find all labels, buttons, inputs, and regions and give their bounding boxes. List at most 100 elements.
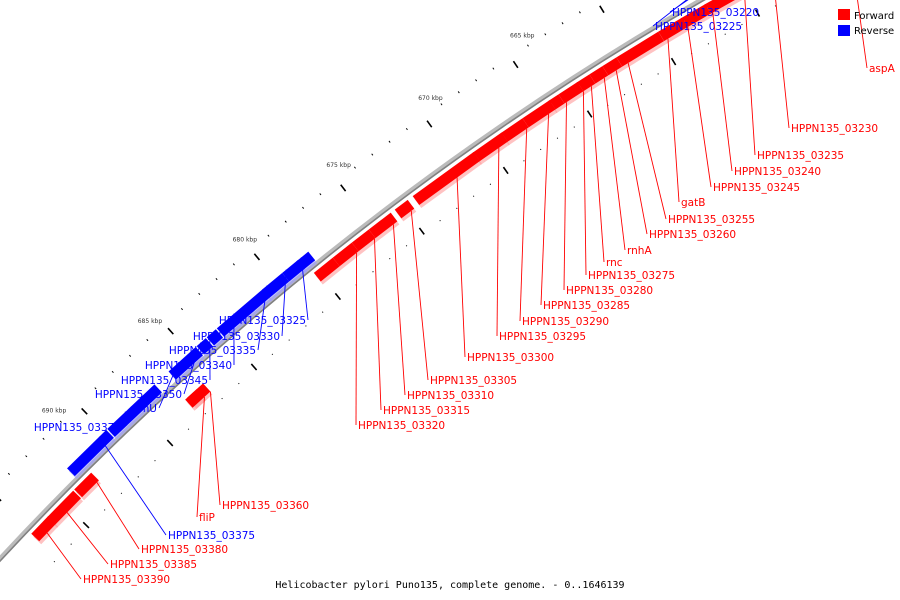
- gene-HPPN135_03390[interactable]: [31, 516, 59, 545]
- leader-line: [615, 70, 648, 235]
- gene-block[interactable]: [704, 0, 759, 15]
- label-layer: HPPN135_03220 HPPN135_03225 aspA HPPN135_03…: [34, 0, 896, 586]
- gene-block[interactable]: [47, 490, 82, 525]
- gene-block[interactable]: [107, 384, 162, 437]
- leader-line: [96, 482, 140, 550]
- leader-line: [669, 0, 689, 13]
- scale-tick-inner: [288, 339, 290, 341]
- legend-forward-label: Forward: [854, 11, 894, 22]
- gene-block[interactable]: [522, 100, 556, 128]
- gene-block[interactable]: [67, 429, 114, 477]
- scale-tick-inner: [657, 73, 659, 75]
- leader-line: [744, 0, 756, 156]
- gene-HPPN135_03285[interactable]: [500, 118, 531, 146]
- gene-HPPN135_03295[interactable]: [412, 152, 482, 208]
- leader-line: [540, 114, 550, 306]
- gene-HPPN135_03245[interactable]: [658, 17, 690, 45]
- leader-line: [652, 0, 688, 27]
- gene-block[interactable]: [313, 257, 340, 282]
- gene-label: HPPN135_03235: [757, 150, 844, 162]
- gene-block[interactable]: [368, 212, 398, 239]
- gene-block[interactable]: [168, 346, 204, 380]
- gene-HPPN135_03385[interactable]: [47, 490, 84, 528]
- gene-label: fliP: [199, 512, 215, 524]
- gene-HPPN135_03375[interactable]: [67, 429, 116, 480]
- gene-label: HPPN135_03360: [222, 500, 309, 512]
- gene-fliP[interactable]: [185, 388, 207, 411]
- gene-block[interactable]: [351, 229, 376, 252]
- gene-block[interactable]: [602, 57, 623, 76]
- gene-HPPN135_03350[interactable]: [196, 338, 216, 358]
- scale-tick-inner: [540, 148, 542, 151]
- gene-block[interactable]: [576, 74, 596, 92]
- scale-tick: [371, 153, 374, 156]
- scale-tick-inner: [456, 207, 458, 210]
- gene-block[interactable]: [196, 338, 214, 355]
- gene-glmU[interactable]: [168, 346, 206, 383]
- gene-HPPN135_03330[interactable]: [282, 259, 308, 285]
- gene-gatB[interactable]: [616, 31, 666, 70]
- gene-HPPN135_03290[interactable]: [472, 132, 510, 165]
- gene-HPPN135_03255[interactable]: [602, 57, 625, 79]
- gene-block[interactable]: [658, 17, 688, 42]
- gene-HPPN135_03380[interactable]: [74, 472, 101, 501]
- gene-HPPN135_03340[interactable]: [216, 288, 273, 340]
- leader-line: [122, 411, 126, 428]
- gene-HPPN135_03335[interactable]: [262, 272, 292, 302]
- gene-block[interactable]: [31, 516, 57, 542]
- gene-block[interactable]: [216, 288, 271, 337]
- gene-HPPN135_03240[interactable]: [680, 4, 713, 32]
- scale-tick-inner: [305, 325, 307, 327]
- gene-block[interactable]: [500, 118, 529, 143]
- gene-block[interactable]: [616, 31, 664, 67]
- scale-tick: [284, 220, 287, 223]
- leader-line: [627, 62, 667, 220]
- legend-reverse-label: Reverse: [854, 26, 894, 37]
- scale-tick: [146, 338, 149, 342]
- scale-tick-inner: [166, 439, 174, 447]
- gene-label: rnc: [606, 257, 623, 269]
- scale-tick-inner: [586, 110, 593, 118]
- scale-tick: [440, 103, 443, 106]
- gene-block[interactable]: [558, 82, 584, 104]
- gene-block[interactable]: [262, 272, 290, 299]
- gene-HPPN135_03260[interactable]: [589, 66, 611, 87]
- gene-rnhA[interactable]: [576, 74, 598, 95]
- scale-tick-inner: [187, 428, 190, 430]
- gene-block[interactable]: [394, 199, 415, 219]
- gene-label: aspA: [869, 63, 896, 75]
- gene-label: HPPN135_03255: [668, 214, 755, 226]
- gene-block[interactable]: [332, 242, 359, 267]
- gene-block[interactable]: [412, 152, 480, 205]
- leader-line: [712, 12, 733, 172]
- gene-block[interactable]: [206, 329, 224, 346]
- gene-block[interactable]: [74, 472, 99, 498]
- gene-HPPN135_03235[interactable]: [704, 0, 761, 18]
- backbone-layer: [0, 0, 706, 563]
- gene-block[interactable]: [589, 66, 609, 84]
- gene-block[interactable]: [472, 132, 508, 162]
- gene-HPPN135_03300[interactable]: [394, 199, 417, 222]
- gene-HPPN135_03345[interactable]: [206, 329, 226, 349]
- scale-tick-inner: [623, 93, 626, 96]
- leader-line: [281, 269, 287, 337]
- gene-block[interactable]: [185, 388, 205, 408]
- gene-HPPN135_03310[interactable]: [351, 229, 378, 255]
- gene-HPPN135_03320[interactable]: [313, 257, 342, 285]
- gene-rnc[interactable]: [558, 82, 586, 107]
- scale-tick-inner: [573, 126, 575, 128]
- scale-tick-inner: [204, 413, 207, 415]
- gene-HPPN135_03280[interactable]: [522, 100, 558, 131]
- scale-tick: [111, 370, 114, 374]
- scale-tick-inner: [238, 382, 240, 385]
- gene-block[interactable]: [680, 4, 711, 29]
- scale-tick-inner: [154, 460, 156, 462]
- scale-tick: [512, 60, 519, 69]
- scale-tick: [302, 206, 305, 209]
- gene-HPPN135_03305[interactable]: [368, 212, 400, 242]
- scale-tick: [340, 184, 347, 192]
- gene-block[interactable]: [282, 259, 306, 282]
- leader-line: [46, 532, 82, 580]
- gene-HPPN135_03315[interactable]: [332, 242, 361, 270]
